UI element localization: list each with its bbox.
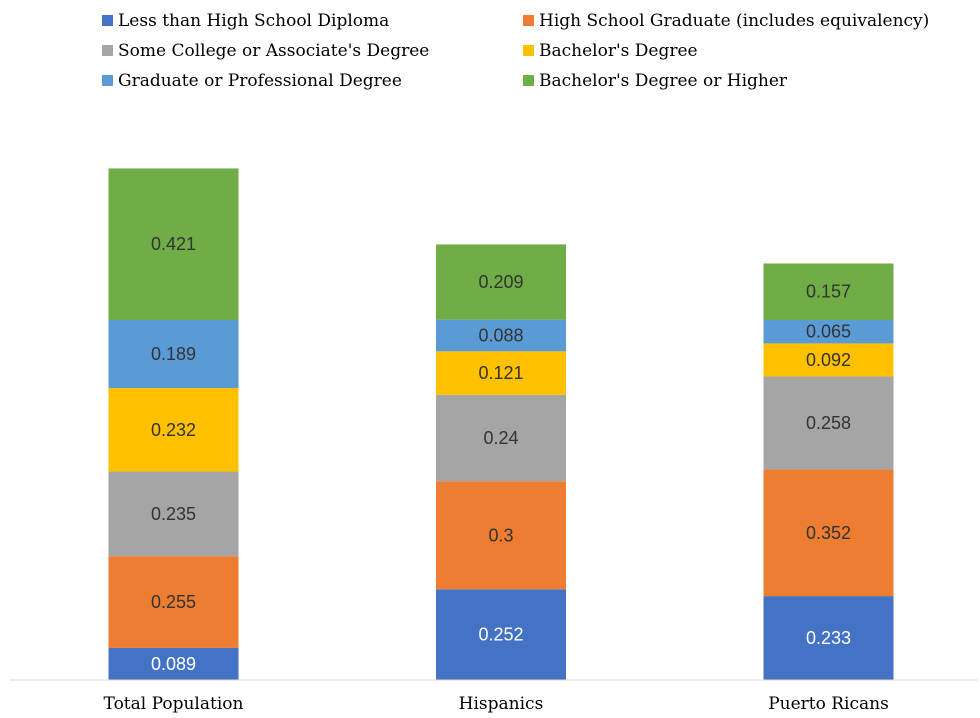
legend-swatch: [102, 45, 113, 56]
legend-item-less-than-high-school-diploma: Less than High School Diploma: [102, 11, 389, 31]
legend-label: Graduate or Professional Degree: [118, 71, 402, 91]
bar-segment-total-population-bachelor-s-degree: [108, 388, 239, 472]
category-label-total-population: Total Population: [104, 694, 244, 714]
category-label-puerto-ricans: Puerto Ricans: [768, 694, 889, 714]
bar-segment-puerto-ricans-graduate-or-professional-degree: [763, 320, 894, 344]
legend-item-graduate-or-professional-degree: Graduate or Professional Degree: [102, 71, 402, 91]
legend-item-bachelor-s-degree-or-higher: Bachelor's Degree or Higher: [523, 71, 788, 91]
data-label: 0.24: [483, 428, 518, 448]
data-label: 0.235: [151, 504, 196, 524]
data-label: 0.255: [151, 592, 196, 612]
data-label: 0.3: [488, 525, 513, 545]
category-label-hispanics: Hispanics: [459, 694, 544, 714]
bar-segment-hispanics-bachelor-s-degree-or-higher: [436, 244, 566, 320]
bar-segment-total-population-bachelor-s-degree-or-higher: [108, 168, 239, 320]
legend-item-some-college-or-associate-s-degree: Some College or Associate's Degree: [102, 41, 429, 61]
bar-segment-hispanics-some-college-or-associate-s-degree: [436, 394, 566, 482]
data-label: 0.065: [806, 322, 851, 342]
bar-segment-total-population-high-school-graduate-includes-equivalency: [108, 556, 239, 648]
legend-swatch: [102, 15, 113, 26]
data-label: 0.189: [151, 344, 196, 364]
bar-segment-total-population-less-than-high-school-diploma: [108, 647, 239, 680]
legend-item-bachelor-s-degree: Bachelor's Degree: [523, 41, 698, 61]
data-label: 0.252: [478, 625, 523, 645]
data-label: 0.089: [151, 654, 196, 674]
legend-swatch: [523, 45, 534, 56]
data-label: 0.421: [151, 234, 196, 254]
bar-segment-puerto-ricans-less-than-high-school-diploma: [763, 596, 894, 680]
bar-segment-puerto-ricans-some-college-or-associate-s-degree: [763, 376, 894, 470]
data-label: 0.233: [806, 628, 851, 648]
legend-swatch: [523, 75, 534, 86]
bar-segment-puerto-ricans-high-school-graduate-includes-equivalency: [763, 469, 894, 597]
bar-segment-total-population-some-college-or-associate-s-degree: [108, 471, 239, 557]
bar-segment-puerto-ricans-bachelor-s-degree: [763, 343, 894, 377]
data-label: 0.157: [806, 282, 851, 302]
legend-label: Less than High School Diploma: [118, 11, 389, 31]
legend-label: Some College or Associate's Degree: [118, 41, 429, 61]
bar-segment-hispanics-graduate-or-professional-degree: [436, 319, 566, 352]
legend-label: High School Graduate (includes equivalen…: [539, 11, 929, 31]
bar-segment-hispanics-bachelor-s-degree: [436, 351, 566, 395]
legend-label: Bachelor's Degree: [539, 41, 698, 61]
legend-label: Bachelor's Degree or Higher: [539, 71, 788, 91]
data-label: 0.121: [478, 363, 523, 383]
data-label: 0.092: [806, 350, 851, 370]
bar-segment-hispanics-less-than-high-school-diploma: [436, 589, 566, 680]
legend-swatch: [523, 15, 534, 26]
data-label: 0.088: [478, 325, 523, 345]
data-label: 0.352: [806, 523, 851, 543]
data-label: 0.258: [806, 413, 851, 433]
legend-swatch: [102, 75, 113, 86]
data-label: 0.209: [478, 272, 523, 292]
bar-segment-puerto-ricans-bachelor-s-degree-or-higher: [763, 263, 894, 320]
legend-item-high-school-graduate-includes-equivalency: High School Graduate (includes equivalen…: [523, 11, 929, 31]
bar-segment-total-population-graduate-or-professional-degree: [108, 320, 239, 389]
bar-segment-hispanics-high-school-graduate-includes-equivalency: [436, 481, 566, 590]
data-label: 0.232: [151, 420, 196, 440]
